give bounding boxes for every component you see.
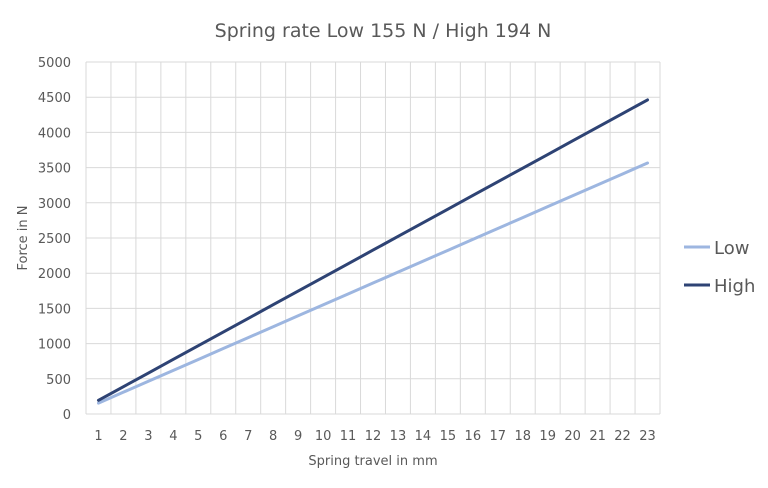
y-tick-label: 1500 <box>38 302 71 317</box>
x-tick-label: 11 <box>340 429 357 444</box>
x-tick-label: 19 <box>539 429 556 444</box>
x-tick-label: 12 <box>365 429 382 444</box>
x-tick-label: 2 <box>119 429 127 444</box>
x-tick-label: 10 <box>315 429 332 444</box>
y-tick-label: 2500 <box>38 232 71 247</box>
y-tick-label: 3500 <box>38 162 71 177</box>
x-tick-label: 18 <box>514 429 531 444</box>
x-axis-label: Spring travel in mm <box>308 454 437 469</box>
x-tick-label: 23 <box>639 429 656 444</box>
y-tick-label: 5000 <box>38 56 71 71</box>
x-tick-label: 8 <box>269 429 277 444</box>
y-tick-label: 4000 <box>38 126 71 141</box>
legend-label-high: High <box>714 276 755 297</box>
x-tick-label: 3 <box>144 429 152 444</box>
x-axis-ticks: 1 2 3 4 5 6 7 8 9 10 11 12 13 14 15 16 17 18 19 20 21 22 23 <box>94 429 655 444</box>
y-axis-ticks: 0 500 1000 1500 2000 2500 3000 3500 4000 4500 5000 <box>38 56 71 423</box>
y-tick-label: 3000 <box>38 197 71 212</box>
x-tick-label: 4 <box>169 429 177 444</box>
x-tick-label: 21 <box>589 429 606 444</box>
series-line-low <box>96 161 650 405</box>
y-axis-label: Force in N <box>16 205 31 270</box>
x-tick-label: 17 <box>490 429 507 444</box>
x-tick-label: 5 <box>194 429 202 444</box>
x-tick-label: 1 <box>94 429 102 444</box>
series-line-high <box>96 98 650 402</box>
y-tick-label: 4500 <box>38 91 71 106</box>
x-tick-label: 7 <box>244 429 252 444</box>
x-tick-label: 9 <box>294 429 302 444</box>
x-tick-label: 14 <box>415 429 432 444</box>
chart-title: Spring rate Low 155 N / High 194 N <box>215 20 552 42</box>
x-tick-label: 16 <box>465 429 482 444</box>
y-tick-label: 0 <box>63 408 71 423</box>
x-tick-label: 6 <box>219 429 227 444</box>
y-tick-label: 500 <box>46 373 71 388</box>
y-tick-label: 1000 <box>38 338 71 353</box>
y-tick-label: 2000 <box>38 267 71 282</box>
legend: Low High <box>684 238 755 297</box>
grid <box>85 61 661 415</box>
x-tick-label: 20 <box>564 429 581 444</box>
x-tick-label: 13 <box>390 429 407 444</box>
x-tick-label: 22 <box>614 429 631 444</box>
legend-label-low: Low <box>714 238 749 259</box>
x-tick-label: 15 <box>440 429 457 444</box>
series-group <box>96 98 650 405</box>
